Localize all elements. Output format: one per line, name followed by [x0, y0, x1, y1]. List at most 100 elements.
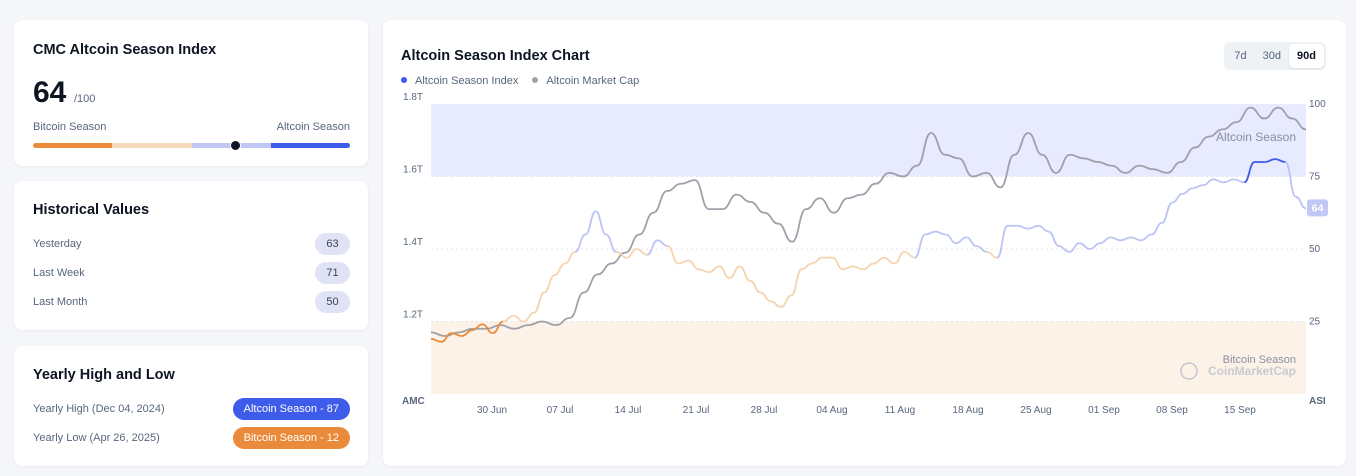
series-segment-altcoin-season-index — [1017, 224, 1029, 230]
right-axis-tick: 100 — [1309, 99, 1326, 110]
right-axis-tick: 50 — [1309, 244, 1321, 255]
series-line-altcoin-market-cap — [430, 106, 1307, 337]
series-segment-altcoin-season-index — [1110, 236, 1121, 242]
series-segment-altcoin-season-index — [863, 262, 874, 271]
gauge-indicator-dot — [229, 140, 241, 151]
series-segment-altcoin-season-index — [636, 248, 648, 256]
series-segment-altcoin-season-index — [523, 311, 535, 323]
series-segment-altcoin-season-index — [543, 274, 555, 294]
x-axis-tick: 21 Jul — [683, 405, 710, 416]
series-segment-altcoin-season-index — [976, 245, 987, 253]
right-axis-tick: 25 — [1309, 317, 1321, 328]
series-segment-altcoin-season-index — [729, 265, 741, 279]
altcoin-season-zone — [431, 104, 1306, 177]
timeframe-90d-button[interactable]: 90d — [1289, 44, 1324, 68]
series-segment-altcoin-season-index — [760, 291, 771, 303]
legend-item-asi[interactable]: Altcoin Season Index — [401, 75, 518, 87]
series-segment-altcoin-season-index — [626, 248, 638, 259]
series-segment-altcoin-season-index — [678, 259, 689, 265]
season-index-chart[interactable]: 1.2T 1.4T 1.6T 1.8T 25 50 75 100 AMC ASI 30 Jun 07 … — [383, 20, 1346, 466]
yearly-high-badge: Altcoin Season - 87 — [232, 398, 350, 420]
series-segment-altcoin-season-index — [966, 236, 977, 247]
series-segment-altcoin-season-index — [584, 210, 597, 236]
series-segment-altcoin-season-index — [811, 256, 823, 265]
yearly-low-date: (Apr 26, 2025) — [89, 432, 160, 444]
series-segment-altcoin-season-index — [996, 224, 1009, 259]
series-segment-altcoin-season-index — [1089, 242, 1101, 250]
series-segment-altcoin-season-index — [935, 230, 946, 236]
yearly-high-text: Yearly High (Dec 04, 2024) — [33, 403, 165, 415]
series-segment-altcoin-season-index — [667, 245, 679, 265]
legend-dot-icon — [401, 77, 407, 83]
series-segment-altcoin-season-index — [1192, 184, 1204, 189]
series-segment-altcoin-season-index — [1284, 161, 1297, 198]
series-segment-altcoin-season-index — [1202, 178, 1214, 187]
x-axis-tick: 01 Sep — [1088, 405, 1120, 416]
series-segment-altcoin-season-index — [1182, 187, 1193, 195]
timeframe-30d-button[interactable]: 30d — [1262, 50, 1282, 62]
timeframe-selector: 7d 30d 90d — [1224, 42, 1326, 70]
yearly-low-text: Yearly Low (Apr 26, 2025) — [33, 432, 160, 444]
series-segment-altcoin-season-index — [842, 265, 854, 271]
series-segment-altcoin-season-index — [770, 300, 782, 308]
index-value: 64 — [33, 76, 67, 109]
series-segment-altcoin-season-index — [1171, 193, 1183, 204]
legend-item-amc[interactable]: Altcoin Market Cap — [532, 75, 639, 87]
series-segment-altcoin-season-index — [1295, 195, 1307, 210]
series-segment-altcoin-season-index — [925, 230, 936, 236]
altcoin-season-index-card: CMC Altcoin Season Index 64 /100 Bitcoin… — [14, 20, 368, 166]
x-axis-tick: 30 Jun — [477, 405, 507, 416]
series-segment-altcoin-season-index — [1264, 158, 1276, 163]
altcoin-season-label: Altcoin Season — [276, 121, 350, 133]
series-segment-altcoin-season-index — [698, 268, 709, 274]
yearly-high-label: Yearly High — [33, 403, 89, 415]
timeframe-7d-button[interactable]: 7d — [1234, 50, 1247, 62]
yearly-title: Yearly High and Low — [33, 367, 175, 383]
historical-row-value: 63 — [315, 233, 350, 255]
left-axis-tick: 1.4T — [403, 237, 423, 248]
x-axis-tick: 07 Jul — [547, 405, 574, 416]
series-segment-altcoin-season-index — [853, 265, 864, 271]
series-segment-altcoin-season-index — [1100, 236, 1111, 245]
series-segment-altcoin-season-index — [914, 233, 926, 259]
series-segment-altcoin-season-index — [482, 323, 493, 334]
series-segment-altcoin-season-index — [533, 291, 545, 314]
historical-title: Historical Values — [33, 202, 150, 218]
series-segment-altcoin-season-index — [739, 265, 751, 282]
legend-label: Altcoin Market Cap — [546, 75, 640, 87]
bitcoin-season-zone-label: Bitcoin Season — [1223, 354, 1296, 366]
historical-row-last-week: Last Week 71 — [33, 262, 350, 284]
series-segment-altcoin-season-index — [646, 239, 658, 256]
series-segment-altcoin-season-index — [1161, 201, 1173, 224]
series-segment-altcoin-season-index — [945, 233, 957, 245]
series-segment-altcoin-season-index — [801, 262, 812, 271]
historical-row-value: 50 — [315, 291, 350, 313]
series-segment-altcoin-season-index — [451, 332, 462, 337]
series-segment-altcoin-season-index — [955, 236, 967, 245]
index-max: /100 — [74, 93, 96, 105]
series-segment-altcoin-season-index — [605, 233, 617, 253]
series-segment-altcoin-season-index — [1243, 161, 1255, 184]
series-segment-altcoin-season-index — [1120, 236, 1132, 242]
series-segment-altcoin-season-index — [893, 251, 905, 265]
chart-legend: Altcoin Season Index Altcoin Market Cap — [401, 75, 639, 87]
left-axis-tick: 1.8T — [403, 92, 423, 103]
left-axis-tick: 1.2T — [403, 310, 423, 321]
x-axis-tick: 08 Sep — [1156, 405, 1188, 416]
series-segment-altcoin-season-index — [461, 329, 473, 337]
series-segment-altcoin-season-index — [564, 251, 576, 265]
series-segment-altcoin-season-index — [1233, 178, 1245, 184]
series-segment-altcoin-season-index — [472, 323, 483, 332]
series-segment-altcoin-season-index — [790, 268, 803, 297]
bitcoin-season-label: Bitcoin Season — [33, 121, 107, 133]
series-segment-altcoin-season-index — [595, 210, 607, 236]
season-index-chart-card: Altcoin Season Index Chart 7d 30d 90d Al… — [383, 20, 1346, 466]
x-axis-tick: 28 Jul — [751, 405, 778, 416]
series-segment-altcoin-season-index — [1069, 242, 1080, 253]
series-segment-altcoin-season-index — [904, 251, 915, 259]
index-card-title: CMC Altcoin Season Index — [33, 42, 217, 58]
x-axis-tick: 14 Jul — [615, 405, 642, 416]
series-segment-altcoin-season-index — [780, 294, 792, 308]
series-segment-altcoin-season-index — [832, 256, 844, 271]
yearly-high-low-card: Yearly High and Low Yearly High (Dec 04,… — [14, 346, 368, 466]
